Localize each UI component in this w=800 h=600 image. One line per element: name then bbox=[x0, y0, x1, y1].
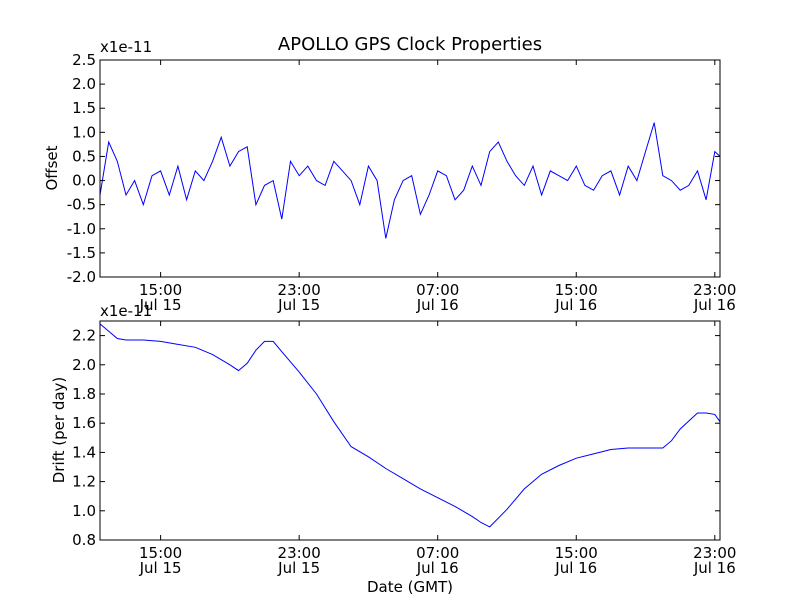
offset-y-axis-label: Offset bbox=[43, 145, 61, 190]
drift-y-tick-label: 2.2 bbox=[72, 327, 96, 345]
drift-x-tick-time: 23:00 bbox=[693, 544, 736, 562]
drift-x-tick-date: Jul 15 bbox=[277, 559, 320, 577]
drift-x-tick-date: Jul 16 bbox=[554, 559, 597, 577]
chart-title: APOLLO GPS Clock Properties bbox=[278, 34, 542, 55]
offset-ticks: -2.0-1.5-1.0-0.50.00.51.01.52.02.515:00J… bbox=[67, 51, 737, 314]
drift-x-tick-date: Jul 16 bbox=[416, 559, 459, 577]
drift-y-tick-label: 1.0 bbox=[72, 502, 96, 520]
offset-y-tick-label: -1.5 bbox=[67, 244, 96, 262]
drift-y-tick-label: 2.0 bbox=[72, 356, 96, 374]
offset-x-tick-time: 07:00 bbox=[416, 281, 459, 299]
offset-y-tick-label: 2.0 bbox=[72, 75, 96, 93]
offset-x-tick-date: Jul 15 bbox=[139, 296, 182, 314]
offset-y-tick-label: 1.0 bbox=[72, 123, 96, 141]
offset-x-tick-date: Jul 16 bbox=[693, 296, 736, 314]
offset-series-line bbox=[99, 122, 721, 239]
drift-series-line bbox=[99, 323, 721, 528]
offset-exponent-label: x1e-11 bbox=[100, 38, 152, 56]
drift-x-tick-time: 23:00 bbox=[278, 544, 321, 562]
drift-x-tick-time: 15:00 bbox=[555, 544, 598, 562]
offset-x-tick-time: 15:00 bbox=[555, 281, 598, 299]
offset-x-tick-time: 15:00 bbox=[139, 281, 182, 299]
drift-exponent-label: x1e-11 bbox=[100, 302, 152, 320]
drift-plot-frame bbox=[99, 320, 721, 541]
drift-x-tick-date: Jul 15 bbox=[139, 559, 182, 577]
offset-y-tick-label: 0.5 bbox=[72, 147, 96, 165]
drift-y-tick-label: 1.4 bbox=[72, 443, 96, 461]
offset-y-tick-label: -2.0 bbox=[67, 268, 96, 286]
offset-y-tick-label: 1.5 bbox=[72, 99, 96, 117]
drift-x-tick-time: 07:00 bbox=[416, 544, 459, 562]
offset-x-tick-date: Jul 16 bbox=[554, 296, 597, 314]
offset-y-tick-label: 0.0 bbox=[72, 172, 96, 190]
drift-x-tick-time: 15:00 bbox=[139, 544, 182, 562]
offset-x-tick-date: Jul 15 bbox=[277, 296, 320, 314]
offset-y-tick-label: -0.5 bbox=[67, 196, 96, 214]
offset-marks bbox=[99, 122, 721, 239]
offset-x-tick-date: Jul 16 bbox=[416, 296, 459, 314]
drift-y-tick-label: 1.2 bbox=[72, 473, 96, 491]
drift-panel: x1e-11 Drift (per day) Date (GMT) 0.8 1.0… bbox=[50, 302, 736, 596]
drift-x-tick-date: Jul 16 bbox=[693, 559, 736, 577]
x-axis-label: Date (GMT) bbox=[367, 578, 453, 596]
drift-y-axis-label: Drift (per day) bbox=[50, 377, 68, 484]
drift-y-tick-label: 1.6 bbox=[72, 414, 96, 432]
offset-plot-frame bbox=[99, 59, 721, 278]
drift-y-tick-label: 0.8 bbox=[72, 531, 96, 549]
offset-y-tick-label: -1.0 bbox=[67, 220, 96, 238]
offset-x-tick-time: 23:00 bbox=[278, 281, 321, 299]
offset-x-tick-time: 23:00 bbox=[693, 281, 736, 299]
drift-marks bbox=[99, 323, 721, 528]
offset-y-tick-label: 2.5 bbox=[72, 51, 96, 69]
offset-panel: APOLLO GPS Clock Properties x1e-11 Offse… bbox=[43, 34, 736, 314]
drift-y-tick-label: 1.8 bbox=[72, 385, 96, 403]
